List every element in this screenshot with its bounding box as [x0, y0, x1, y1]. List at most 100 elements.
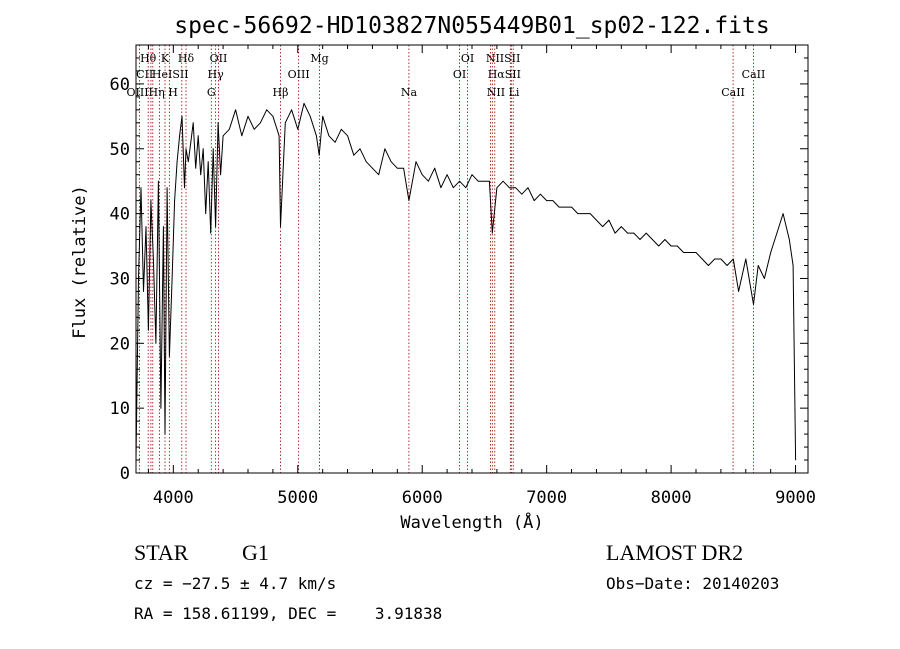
x-tick-label-8000: 8000 [651, 488, 692, 508]
data-point-47 [284, 122, 286, 124]
data-point-102 [614, 232, 616, 234]
data-point-79 [477, 180, 479, 182]
line-label-9: Hγ [208, 68, 225, 81]
line-label-0: Hθ [140, 52, 157, 65]
line-label-18: NII Li [487, 86, 520, 99]
data-point-22 [187, 161, 189, 163]
x-tick-label-7000: 7000 [526, 488, 567, 508]
data-point-23 [190, 141, 192, 143]
x-tick-label-6000: 6000 [402, 488, 443, 508]
data-point-69 [415, 161, 417, 163]
line-label-12: HαSII [488, 68, 521, 81]
data-point-93 [558, 206, 560, 208]
data-point-78 [471, 174, 473, 176]
x-tick-label-9000: 9000 [775, 488, 816, 508]
data-point-34 [217, 122, 219, 124]
data-point-9 [158, 180, 159, 182]
data-point-123 [745, 258, 747, 260]
data-point-42 [260, 122, 261, 124]
data-point-106 [639, 239, 641, 240]
data-point-21 [185, 148, 187, 150]
data-point-98 [589, 213, 591, 215]
data-point-38 [235, 109, 237, 111]
data-point-74 [446, 174, 448, 176]
data-point-118 [714, 258, 716, 260]
line-label-7: CII [136, 68, 153, 81]
plot-frame [135, 44, 809, 474]
data-point-15 [171, 278, 173, 279]
y-tick-label-0: 0 [120, 464, 130, 484]
data-point-107 [645, 232, 647, 234]
x-axis: 4000 5000 6000 7000 8000 9000 [147, 45, 816, 508]
y-tick-label-50: 50 [110, 140, 130, 160]
data-point-12 [164, 433, 166, 435]
data-point-119 [720, 258, 722, 260]
data-point-39 [241, 135, 243, 137]
data-point-121 [732, 258, 734, 260]
data-point-80 [484, 180, 485, 182]
data-point-68 [408, 200, 410, 202]
data-point-97 [583, 213, 585, 215]
data-point-90 [540, 193, 541, 195]
data-point-65 [390, 161, 392, 163]
data-point-95 [571, 206, 572, 208]
data-point-52 [316, 135, 317, 137]
data-point-125 [757, 265, 759, 266]
data-point-53 [318, 154, 320, 156]
data-point-71 [428, 180, 429, 182]
data-point-104 [627, 232, 628, 234]
observation-date: Obs−Date: 20140203 [606, 574, 780, 593]
data-point-4 [145, 226, 147, 228]
data-point-108 [652, 239, 653, 240]
data-point-87 [521, 193, 523, 195]
data-point-103 [620, 226, 622, 228]
data-point-14 [169, 355, 170, 357]
data-point-30 [207, 161, 209, 163]
data-point-84 [502, 180, 504, 182]
data-point-83 [496, 187, 498, 189]
data-point-20 [184, 187, 185, 189]
data-point-129 [782, 213, 784, 215]
y-tick-label-30: 30 [110, 269, 130, 289]
data-point-40 [247, 115, 249, 117]
data-point-64 [384, 148, 386, 150]
data-point-61 [365, 161, 367, 163]
data-point-5 [148, 329, 149, 331]
data-point-26 [197, 135, 199, 137]
data-point-35 [220, 174, 222, 176]
data-point-33 [215, 226, 217, 228]
y-axis: 0 10 20 30 40 50 60 [110, 57, 808, 484]
line-label-1: K [161, 52, 170, 65]
redshift-velocity: cz = −27.5 ± 4.7 km/s [134, 574, 337, 593]
object-class: STAR [134, 540, 189, 565]
series-line-flux [135, 102, 797, 461]
data-point-77 [465, 187, 467, 189]
data-point-100 [602, 226, 604, 228]
data-point-17 [176, 161, 178, 163]
data-point-45 [278, 135, 280, 137]
data-point-46 [280, 226, 281, 228]
data-point-76 [459, 180, 460, 182]
data-point-110 [664, 239, 666, 240]
x-tick-label-5000: 5000 [277, 488, 318, 508]
data-point-6 [150, 200, 152, 202]
data-point-32 [212, 148, 214, 150]
line-label-5: OI [461, 52, 474, 65]
data-point-24 [192, 122, 194, 124]
data-point-114 [689, 252, 691, 253]
data-point-8 [155, 342, 157, 344]
data-point-105 [633, 232, 635, 234]
data-point-50 [303, 103, 305, 104]
data-point-130 [788, 239, 790, 240]
data-point-66 [396, 167, 398, 169]
data-point-13 [166, 187, 168, 189]
data-point-51 [309, 115, 311, 117]
data-point-94 [564, 206, 566, 208]
data-point-10 [160, 407, 162, 409]
data-point-70 [421, 174, 423, 176]
data-point-91 [546, 200, 548, 202]
data-point-132 [795, 459, 796, 461]
data-point-131 [792, 265, 794, 266]
line-label-19: CaII [721, 86, 745, 99]
spectrum-chart: spec-56692-HD103827N055449B01_sp02-122.f… [70, 13, 816, 533]
